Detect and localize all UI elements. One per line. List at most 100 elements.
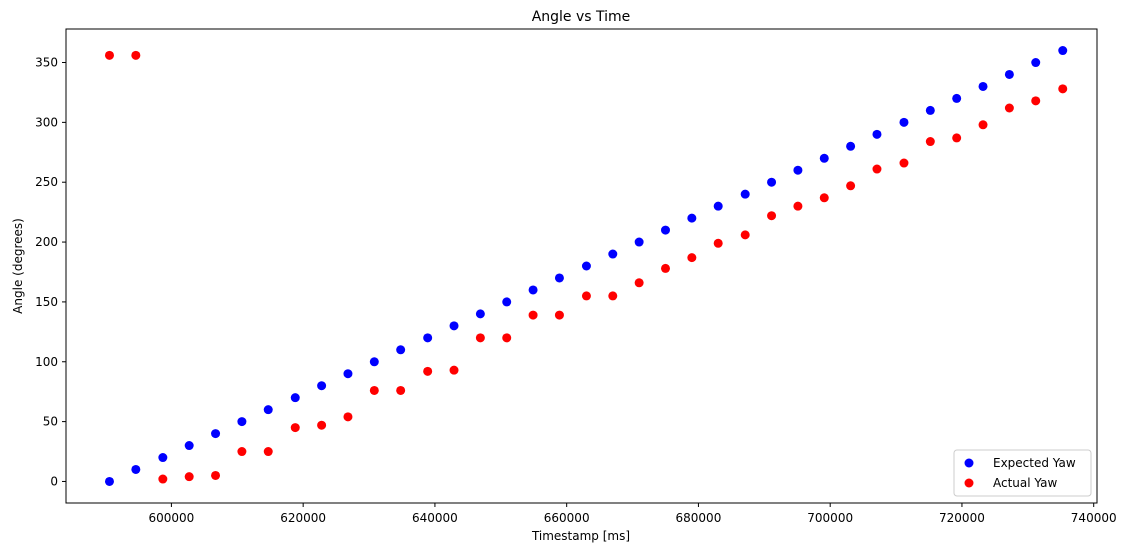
data-point — [1058, 84, 1068, 94]
data-point — [872, 164, 882, 174]
data-point — [1031, 96, 1041, 106]
data-point — [317, 420, 327, 430]
legend-label: Actual Yaw — [993, 476, 1057, 490]
data-point — [396, 385, 406, 395]
data-point — [899, 117, 909, 127]
series-actual-yaw — [104, 50, 1068, 484]
data-point — [687, 253, 697, 263]
data-point — [211, 429, 221, 439]
data-point — [475, 309, 485, 319]
data-point — [158, 474, 168, 484]
data-point — [317, 381, 327, 391]
legend: Expected Yaw Actual Yaw — [953, 449, 1092, 497]
data-point — [846, 141, 856, 151]
data-point — [554, 273, 564, 283]
data-point — [1004, 69, 1014, 79]
y-tick-label: 250 — [35, 175, 58, 189]
data-point — [872, 129, 882, 139]
data-point — [978, 120, 988, 130]
data-point — [925, 105, 935, 115]
y-tick-label: 350 — [35, 56, 58, 70]
plot-area: 600000 620000 640000 660000 680000 700000 7200… — [35, 28, 1117, 525]
data-point — [554, 310, 564, 320]
data-point — [528, 285, 538, 295]
series-expected-yaw — [104, 46, 1068, 486]
data-point — [449, 321, 459, 331]
data-point — [237, 447, 247, 457]
data-point — [767, 211, 777, 221]
data-point — [608, 291, 618, 301]
data-point — [740, 189, 750, 199]
x-tick-label: 660000 — [544, 511, 590, 525]
x-tick-label: 680000 — [676, 511, 722, 525]
data-point — [660, 225, 670, 235]
y-tick-label: 150 — [35, 295, 58, 309]
plot-frame — [65, 28, 1098, 504]
x-tick-label: 600000 — [148, 511, 194, 525]
data-point — [211, 470, 221, 480]
data-point — [343, 369, 353, 379]
data-point — [396, 345, 406, 355]
data-point — [713, 201, 723, 211]
data-point — [687, 213, 697, 223]
data-point — [263, 447, 273, 457]
data-point — [423, 366, 433, 376]
data-point — [952, 133, 962, 143]
legend-marker — [964, 458, 974, 468]
data-point — [793, 201, 803, 211]
x-axis-label: Timestamp [ms] — [531, 529, 630, 543]
data-point — [263, 405, 273, 415]
data-point — [237, 417, 247, 427]
data-point — [290, 423, 300, 433]
data-point — [819, 193, 829, 203]
data-point — [978, 81, 988, 91]
data-point — [423, 333, 433, 343]
data-point — [528, 310, 538, 320]
data-point — [1058, 46, 1068, 56]
data-point — [925, 137, 935, 147]
data-point — [184, 441, 194, 451]
y-tick-label: 300 — [35, 115, 58, 129]
data-point — [502, 333, 512, 343]
data-point — [475, 333, 485, 343]
data-point — [184, 472, 194, 482]
data-point — [634, 237, 644, 247]
data-point — [1004, 103, 1014, 113]
data-point — [131, 464, 141, 474]
y-axis-label: Angle (degrees) — [11, 218, 25, 314]
data-point — [369, 385, 379, 395]
x-tick-label: 740000 — [1071, 511, 1117, 525]
data-point — [449, 365, 459, 375]
data-point — [899, 158, 909, 168]
data-point — [767, 177, 777, 187]
y-tick-label: 100 — [35, 355, 58, 369]
data-point — [846, 181, 856, 191]
data-point — [713, 238, 723, 248]
data-point — [608, 249, 618, 259]
data-point — [581, 261, 591, 271]
data-point — [1031, 58, 1041, 68]
data-point — [740, 230, 750, 240]
y-tick-label: 50 — [43, 415, 58, 429]
data-point — [131, 50, 141, 60]
data-point — [104, 476, 114, 486]
data-point — [158, 453, 168, 463]
x-tick-label: 620000 — [280, 511, 326, 525]
data-point — [290, 393, 300, 403]
x-tick-label: 700000 — [807, 511, 853, 525]
legend-marker — [964, 478, 974, 488]
y-tick-label: 0 — [50, 474, 58, 488]
data-point — [793, 165, 803, 175]
y-tick-label: 200 — [35, 235, 58, 249]
data-point — [369, 357, 379, 367]
chart-title: Angle vs Time — [532, 9, 631, 25]
data-point — [819, 153, 829, 163]
x-tick-label: 720000 — [939, 511, 985, 525]
data-point — [502, 297, 512, 307]
data-point — [660, 263, 670, 273]
legend-label: Expected Yaw — [993, 456, 1076, 470]
x-tick-label: 640000 — [412, 511, 458, 525]
data-point — [343, 412, 353, 422]
